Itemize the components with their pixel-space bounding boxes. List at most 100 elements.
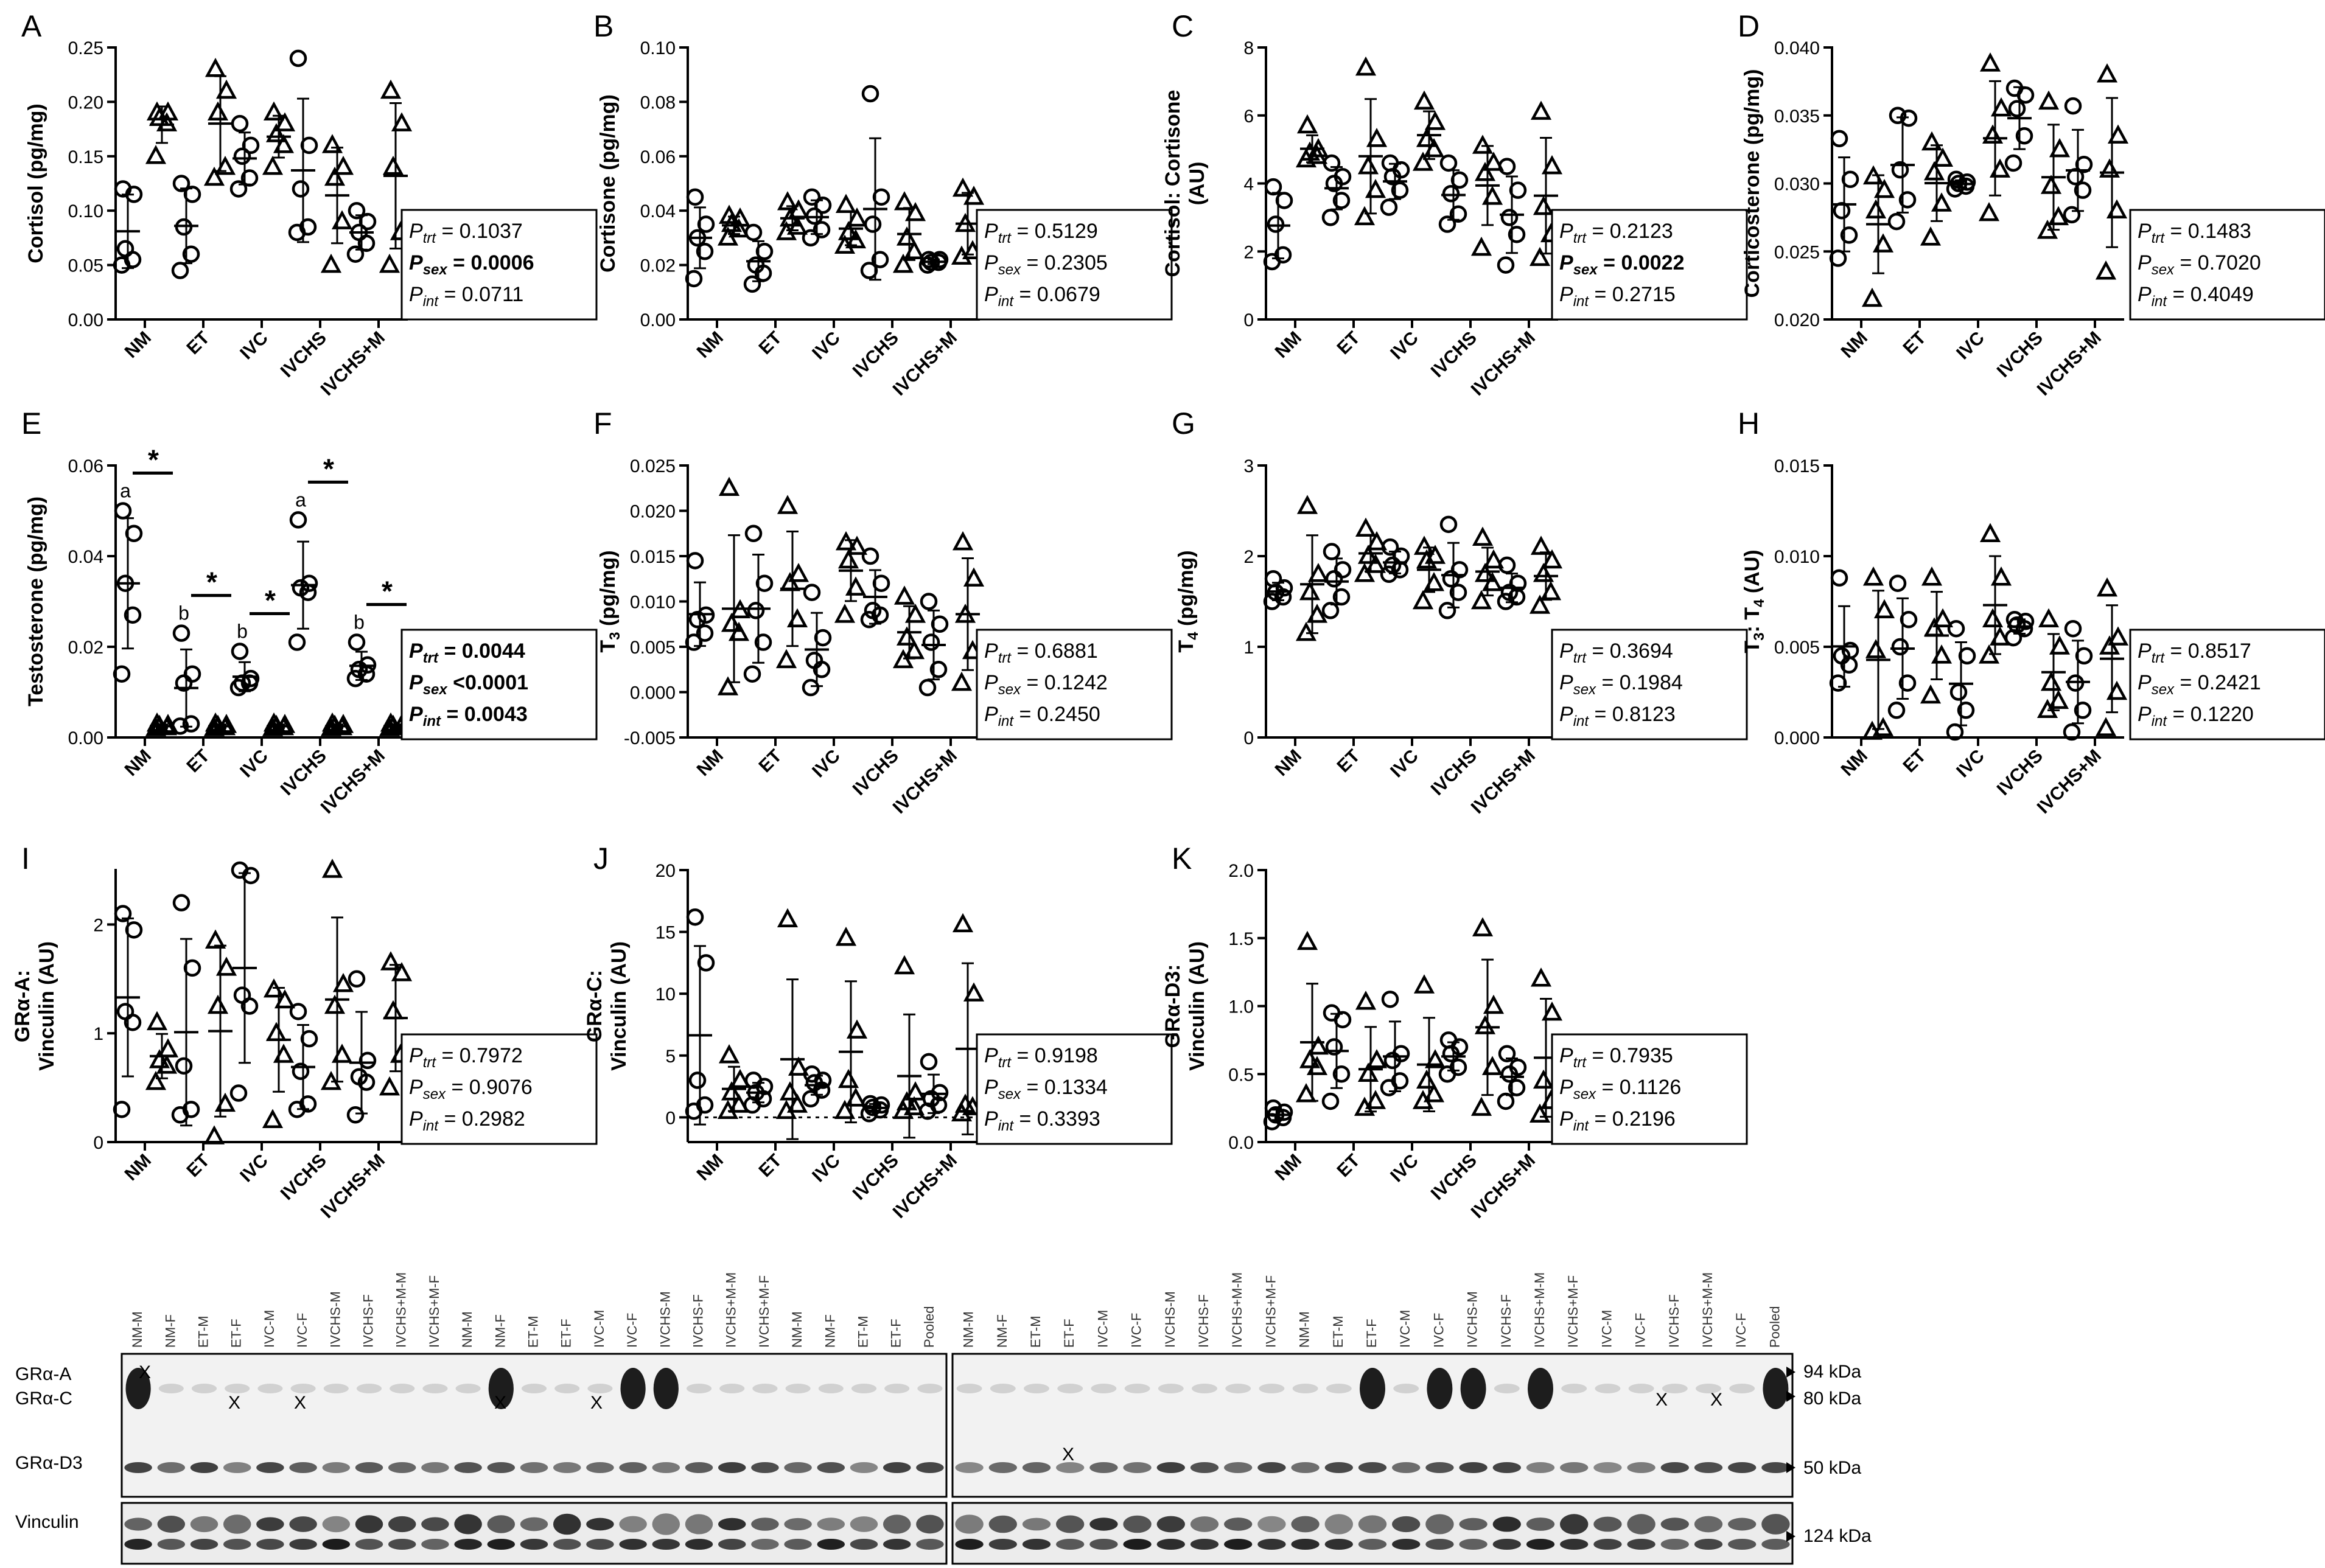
data-point-male	[2107, 124, 2129, 144]
data-point-female	[1498, 1045, 1516, 1062]
data-point-female	[1264, 1099, 1282, 1117]
band-gra-d3	[520, 1462, 548, 1473]
y-tick-label: 6	[1243, 106, 1254, 127]
data-point-female	[861, 85, 879, 103]
band-vinculin-lower	[718, 1539, 746, 1550]
data-point-female	[1323, 1004, 1341, 1022]
x-tick-label: ET	[1334, 328, 1364, 358]
data-point-female	[696, 243, 714, 260]
p-value-int: Pint = 0.2196	[1559, 1107, 1676, 1134]
vinculin-membrane	[121, 1502, 948, 1565]
y-tick-label: 0.05	[68, 256, 103, 276]
y-tick-label: 0.010	[1774, 547, 1820, 567]
data-point-female	[864, 215, 882, 233]
data-point-female	[1450, 171, 1469, 189]
lane-label: NM-F	[492, 1314, 508, 1348]
band-gra-d3	[1660, 1462, 1689, 1473]
lane-label: NM-M	[460, 1311, 475, 1348]
data-point-male	[1474, 162, 1496, 181]
y-tick-label: 2.0	[1228, 861, 1254, 881]
band-gra-d3	[124, 1462, 152, 1473]
data-point-male	[2040, 175, 2062, 194]
data-point-male	[896, 626, 918, 646]
data-point-male	[896, 226, 918, 246]
x-tick-label: IVCHS+M	[317, 1151, 389, 1222]
p-value-trt: Ptrt = 0.0044	[409, 639, 525, 666]
data-point-female	[1391, 181, 1409, 199]
lane-label: IVCHS+M-M	[1700, 1272, 1715, 1348]
band-gra-ac	[390, 1384, 415, 1393]
band-vinculin	[718, 1517, 746, 1531]
data-point-male	[157, 1038, 179, 1058]
data-point-female	[697, 954, 715, 972]
y-tick-label: 0.040	[1774, 38, 1820, 58]
band-vinculin	[190, 1516, 219, 1533]
data-point-male	[779, 1081, 801, 1101]
band-gra-d3	[916, 1462, 944, 1473]
data-point-female	[233, 986, 251, 1004]
data-point-male	[215, 956, 237, 976]
data-point-female	[1449, 205, 1467, 223]
x-tick-label: IVC	[236, 746, 272, 782]
lane-label: NM-F	[163, 1314, 178, 1348]
data-point-male	[1982, 124, 2004, 144]
band-vinculin-lower	[1089, 1539, 1118, 1550]
x-tick-label: ET	[1900, 328, 1930, 358]
lane-label: ET-M	[1028, 1315, 1043, 1348]
data-point-female	[1900, 611, 1918, 629]
band-vinculin-lower	[652, 1539, 680, 1550]
band-gra-d3	[454, 1462, 482, 1473]
band-vinculin	[1257, 1516, 1286, 1533]
data-point-male	[1365, 1090, 1386, 1109]
blot-image: NM-M NM-F ET-M ET-F IVC-M IVC-F IVCHS-M IVCHS-F…	[121, 1272, 1795, 1565]
x-tick-label: NM	[121, 328, 155, 362]
y-axis-label: Cortisol: Cortisone(AU)	[1161, 90, 1209, 277]
band-gra-d3	[223, 1462, 251, 1473]
x-tick-label: IVC	[808, 1151, 844, 1186]
y-tick-label: 0.20	[68, 92, 103, 113]
data-point-female	[1841, 641, 1859, 660]
data-point-female	[172, 624, 191, 642]
lane-label: NM-M	[130, 1311, 145, 1348]
lane-label: IVCHS+M-M	[724, 1272, 739, 1348]
band-gra-ac	[1729, 1384, 1755, 1393]
data-point-female	[1325, 1038, 1343, 1056]
x-tick-label: IVCHS	[1993, 746, 2047, 800]
p-value-sex: Psex = 0.1334	[984, 1076, 1108, 1103]
data-point-male	[963, 567, 985, 587]
data-point-female	[1381, 538, 1399, 556]
data-point-female	[1264, 570, 1282, 588]
band-vinculin	[1694, 1516, 1723, 1533]
data-point-female	[1500, 584, 1519, 601]
p-value-int: Pint = 0.8123	[1559, 703, 1676, 730]
data-point-female	[171, 262, 189, 279]
data-point-female	[931, 251, 949, 268]
band-gra-d3	[883, 1462, 911, 1473]
band-vinculin	[388, 1516, 416, 1533]
band-gra-d3	[784, 1462, 812, 1473]
lane-label: ET-M	[856, 1315, 871, 1348]
data-point-female	[747, 256, 765, 274]
data-point-female	[229, 1084, 248, 1102]
data-point-male	[265, 1022, 287, 1041]
data-point-male	[207, 994, 229, 1014]
data-point-female	[802, 678, 820, 697]
data-point-female	[1833, 201, 1851, 220]
lane-label: IVC-M	[1095, 1310, 1110, 1348]
x-tick-label: ET	[1900, 746, 1930, 776]
data-point-female	[1275, 192, 1293, 209]
data-point-female	[686, 188, 704, 206]
band-gra-ac	[990, 1384, 1016, 1393]
band-gra-ac	[1393, 1384, 1419, 1393]
data-point-female	[358, 656, 377, 674]
data-point-female	[1946, 723, 1964, 741]
x-tick-label: NM	[121, 746, 155, 780]
data-point-male	[1861, 287, 1883, 307]
data-point-female	[1830, 130, 1848, 147]
data-point-male	[963, 982, 985, 1002]
lane-label: IVC-F	[1733, 1313, 1749, 1348]
lane-label: IVCHS-F	[361, 1294, 376, 1348]
band-vinculin-lower	[1392, 1539, 1421, 1550]
x-tick-label: IVCHS+M	[1467, 1151, 1539, 1222]
